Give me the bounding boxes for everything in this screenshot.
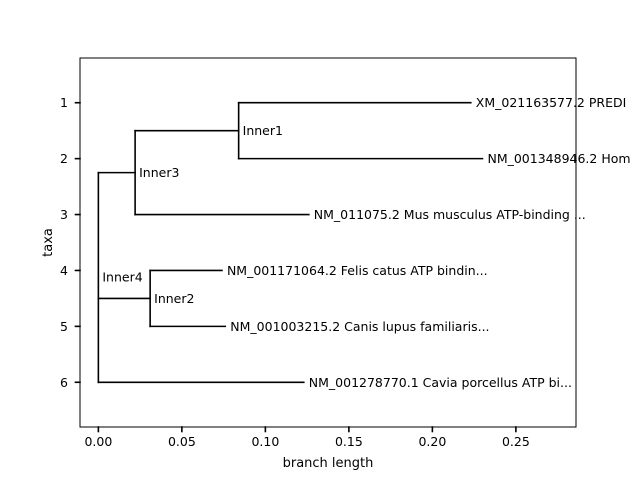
x-tick-label: 0.15 — [335, 434, 363, 449]
y-axis-label: taxa — [41, 228, 56, 257]
leaf-label: NM_011075.2 Mus musculus ATP-binding ... — [314, 207, 586, 222]
internal-node-label: Inner2 — [154, 291, 194, 306]
leaf-label: NM_001278770.1 Cavia porcellus ATP bi... — [309, 375, 572, 390]
leaf-label: NM_001003215.2 Canis lupus familiaris... — [230, 319, 489, 334]
axis-ticks: 0.00 0.05 0.10 0.15 0.20 0.25 1 2 3 4 5 6 — [60, 95, 530, 449]
internal-node-label: Inner1 — [243, 123, 283, 138]
y-tick-label: 6 — [60, 375, 68, 390]
x-tick-label: 0.25 — [502, 434, 530, 449]
internal-node-label: Inner3 — [139, 165, 179, 180]
y-tick-label: 5 — [60, 319, 68, 334]
leaf-label: NM_001171064.2 Felis catus ATP bindin... — [227, 263, 488, 278]
leaf-label: XM_021163577.2 PREDI — [476, 95, 627, 110]
y-tick-label: 2 — [60, 151, 68, 166]
x-tick-label: 0.20 — [418, 434, 446, 449]
y-tick-label: 4 — [60, 263, 68, 278]
x-tick-label: 0.05 — [168, 434, 196, 449]
node-labels: XM_021163577.2 PREDI NM_001348946.2 Hom NM… — [102, 95, 630, 390]
tree-branches — [97, 101, 484, 384]
y-tick-label: 1 — [60, 95, 68, 110]
plot-frame — [79, 57, 577, 428]
leaf-label: NM_001348946.2 Hom — [487, 151, 630, 166]
x-tick-label: 0.00 — [84, 434, 112, 449]
y-tick-label: 3 — [60, 207, 68, 222]
internal-node-label: Inner4 — [102, 269, 142, 284]
x-axis-label: branch length — [283, 456, 374, 471]
x-tick-label: 0.10 — [251, 434, 279, 449]
